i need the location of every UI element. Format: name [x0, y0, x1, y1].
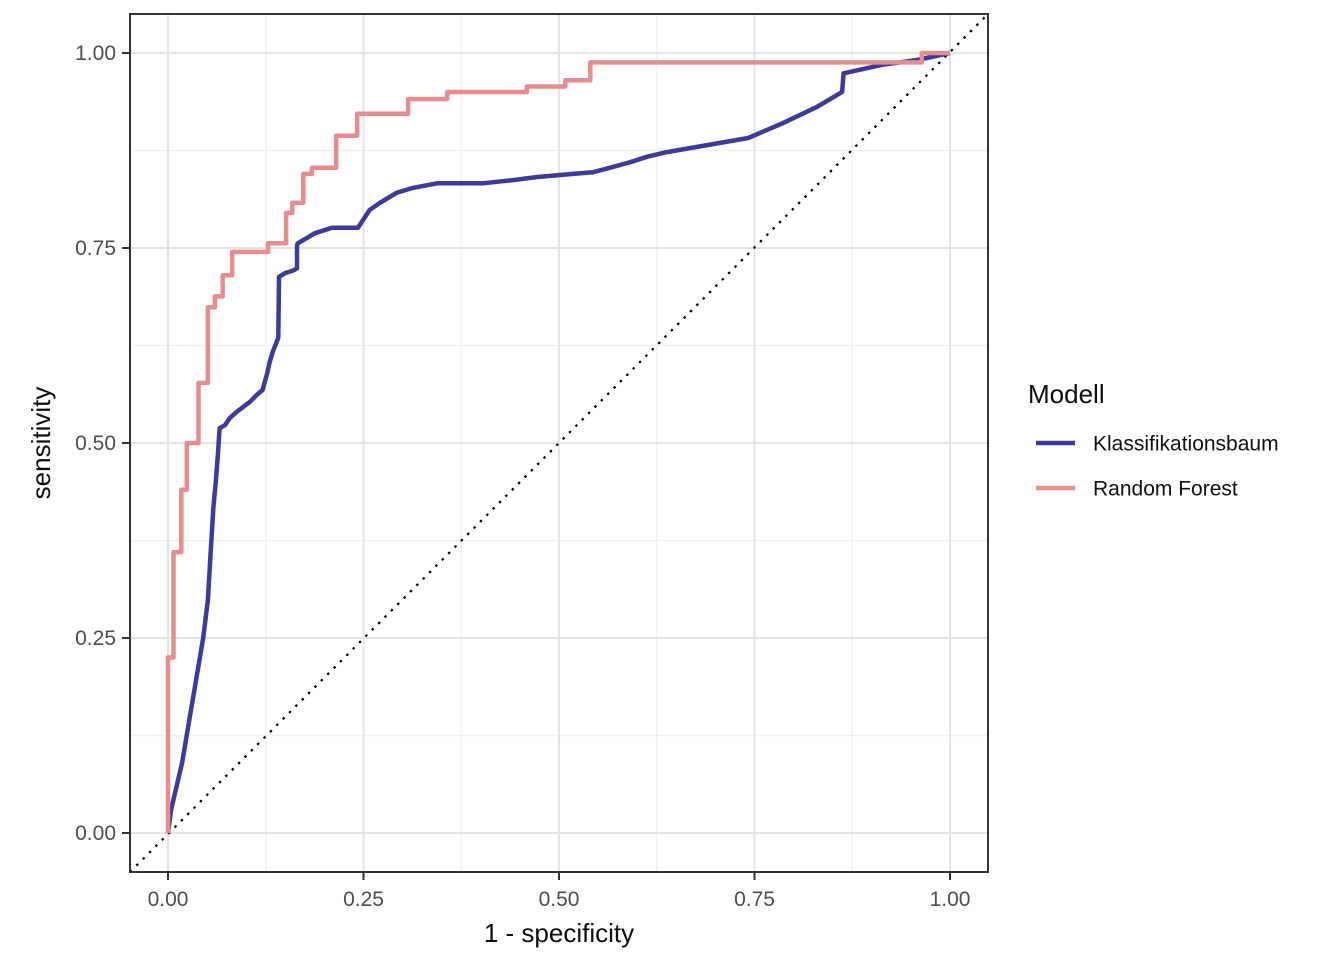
x-tick-label: 0.75 [734, 888, 775, 911]
legend: Modell Klassifikationsbaum Random Forest [1028, 379, 1279, 501]
y-tick-label: 0.00 [75, 822, 116, 845]
legend-title: Modell [1028, 379, 1105, 409]
axis-tick-labels: 0.00 0.25 0.50 0.75 1.00 0.00 0.25 0.50 0.75 1.00 [75, 42, 970, 911]
y-tick-label: 1.00 [75, 42, 116, 65]
x-tick-label: 1.00 [930, 888, 971, 911]
legend-entries: Klassifikationsbaum Random Forest [1036, 433, 1279, 501]
x-tick-label: 0.00 [148, 888, 189, 911]
y-tick-label: 0.75 [75, 237, 116, 260]
roc-curve-klassifikationsbaum [165, 50, 951, 834]
x-tick-label: 0.50 [539, 888, 580, 911]
axis-ticks [122, 52, 951, 880]
gridlines-major [130, 14, 988, 872]
roc-curves [165, 50, 951, 834]
y-tick-label: 0.50 [75, 432, 116, 455]
legend-label-klassifikationsbaum: Klassifikationsbaum [1093, 433, 1279, 456]
x-axis-title: 1 - specificity [484, 918, 634, 948]
legend-label-random-forest: Random Forest [1093, 478, 1238, 501]
y-tick-label: 0.25 [75, 627, 116, 650]
roc-curve-random-forest [165, 50, 950, 833]
y-axis-title: sensitivity [26, 387, 56, 500]
x-tick-label: 0.25 [343, 888, 384, 911]
